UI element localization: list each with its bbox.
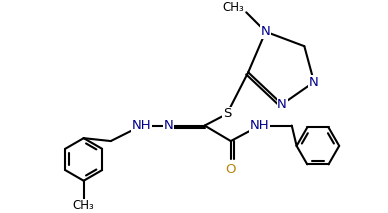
Text: NH: NH bbox=[250, 119, 270, 132]
Text: CH₃: CH₃ bbox=[73, 199, 95, 212]
Text: S: S bbox=[223, 107, 231, 121]
Text: CH₃: CH₃ bbox=[223, 1, 244, 14]
Text: N: N bbox=[309, 76, 319, 89]
Text: O: O bbox=[225, 163, 236, 176]
Text: NH: NH bbox=[132, 119, 152, 132]
Text: N: N bbox=[277, 98, 287, 111]
Text: N: N bbox=[261, 25, 270, 38]
Text: N: N bbox=[164, 119, 174, 132]
